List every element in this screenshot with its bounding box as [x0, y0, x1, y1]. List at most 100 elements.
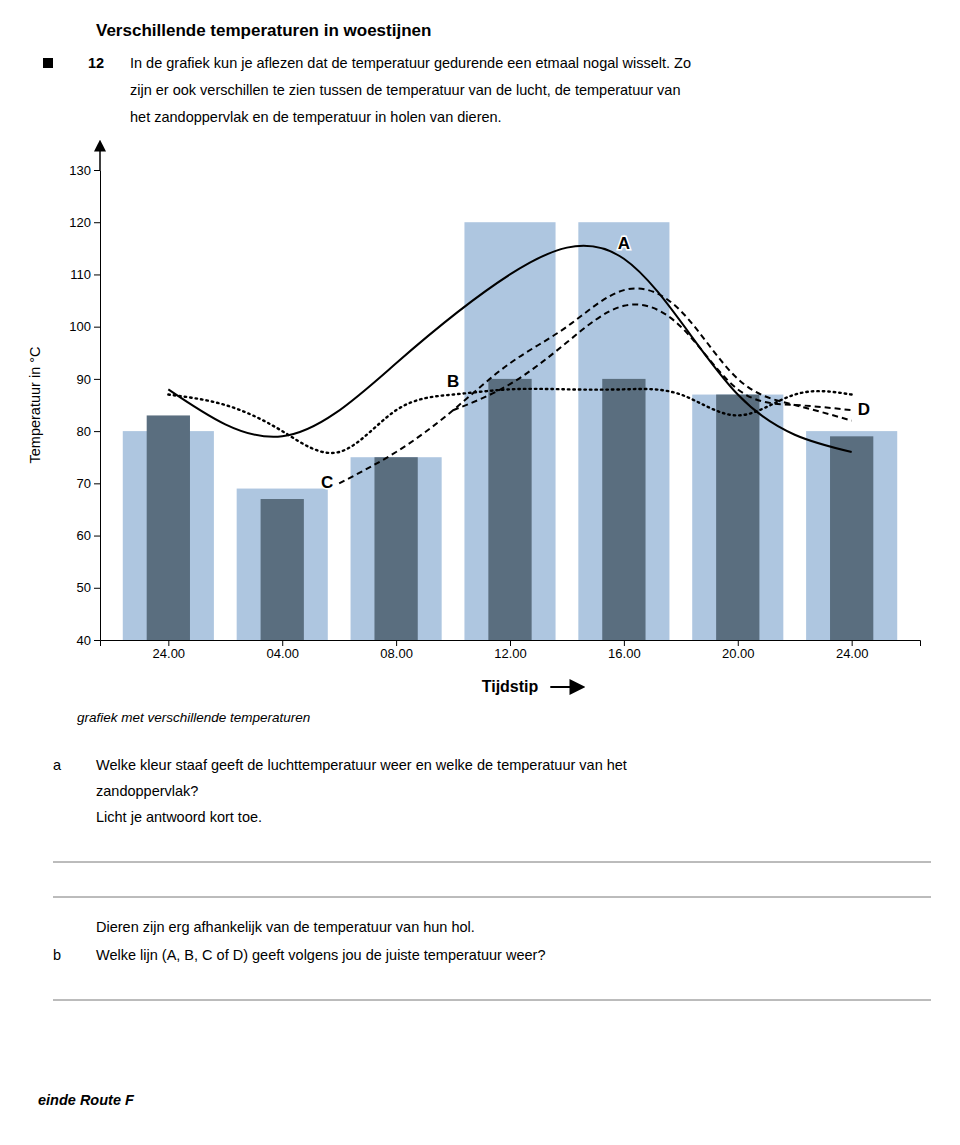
bar — [488, 379, 531, 640]
y-tick-mark — [94, 222, 100, 223]
bar — [374, 457, 417, 640]
line — [453, 304, 852, 410]
line-label: C — [321, 473, 333, 492]
y-tick-mark — [94, 483, 100, 484]
y-tick-mark — [94, 170, 100, 171]
y-tick-label: 90 — [77, 372, 91, 387]
bar — [237, 489, 328, 640]
x-tick: 16.00 — [608, 640, 641, 661]
line-label: A — [618, 234, 630, 253]
question-text: Welke kleur staaf geeft de luchttemperat… — [96, 757, 627, 773]
x-tick: 04.00 — [266, 640, 299, 661]
y-tick-label: 120 — [69, 215, 91, 230]
y-tick: 60 — [77, 528, 100, 543]
y-tick-label: 70 — [77, 476, 91, 491]
footer: einde Route F — [38, 1092, 135, 1108]
plot-area — [123, 222, 897, 640]
x-tick-label: 16.00 — [608, 646, 641, 661]
line-labels: A B C D — [321, 234, 870, 493]
bar — [578, 222, 669, 640]
y-tick-mark — [94, 536, 100, 537]
answer-line — [53, 862, 931, 863]
x-axis-arrow — [550, 686, 582, 688]
x-tick: 24.00 — [836, 640, 869, 661]
x-axis: 24.00 04.00 08.00 12.00 16.00 20.00 24.00 — [101, 640, 921, 661]
y-axis-line — [94, 171, 101, 641]
x-tick: 12.00 — [494, 640, 527, 661]
bar-series — [123, 222, 897, 640]
y-tick-label: 80 — [77, 424, 91, 439]
line-label: D — [858, 400, 870, 419]
page: Verschillende temperaturen in woestijnen… — [0, 0, 960, 1145]
y-tick-label: 100 — [69, 319, 91, 334]
question-text: Licht je antwoord kort toe. — [96, 809, 262, 825]
question-text: Dieren zijn erg afhankelijk van de tempe… — [96, 919, 475, 935]
question-label: a — [53, 757, 62, 773]
x-tick-label: 24.00 — [153, 646, 186, 661]
question-text: zandoppervlak? — [96, 783, 198, 799]
intro-text: zijn er ook verschillen te zien tussen d… — [130, 82, 681, 98]
y-tick-mark — [94, 274, 100, 275]
x-axis-title: Tijdstip — [482, 678, 539, 695]
y-tick: 90 — [77, 372, 100, 387]
bar — [147, 415, 190, 640]
y-tick-label: 130 — [69, 163, 91, 178]
y-tick: 80 — [77, 424, 100, 439]
line-label: B — [447, 372, 459, 391]
y-tick: 120 — [69, 215, 100, 230]
x-tick: 20.00 — [722, 640, 755, 661]
y-tick-label: 50 — [77, 580, 91, 595]
y-axis: 40 50 60 70 80 90 100 110 120 130 — [69, 163, 100, 648]
y-tick-label: 60 — [77, 528, 91, 543]
bar — [464, 222, 555, 640]
y-tick-label: 110 — [70, 267, 91, 282]
answer-line — [53, 1000, 931, 1001]
bar — [830, 436, 873, 640]
y-axis-title: Temperatuur in °C — [27, 346, 43, 463]
x-tick-mark — [624, 640, 625, 646]
x-tick-mark — [510, 640, 511, 646]
line — [168, 246, 851, 452]
y-tick-label: 40 — [77, 633, 91, 648]
y-tick: 110 — [70, 267, 100, 282]
bar — [261, 499, 304, 640]
bar — [602, 379, 645, 640]
line — [339, 288, 852, 483]
intro-text: In de grafiek kun je aflezen dat de temp… — [130, 55, 691, 71]
caption: grafiek met verschillende temperaturen — [77, 710, 310, 725]
y-tick: 50 — [77, 580, 100, 595]
x-tick-mark — [738, 640, 739, 646]
answer-line — [53, 897, 931, 898]
bar — [716, 395, 759, 640]
x-tick-label: 24.00 — [836, 646, 869, 661]
bar — [351, 457, 442, 640]
y-tick-mark — [94, 379, 100, 380]
question-label: b — [53, 947, 61, 963]
bullet — [43, 58, 53, 68]
y-tick: 40 — [77, 633, 100, 648]
title: Verschillende temperaturen in woestijnen — [96, 21, 431, 40]
x-tick-label: 20.00 — [722, 646, 755, 661]
y-tick-mark — [94, 588, 100, 589]
x-tick: 08.00 — [380, 640, 413, 661]
x-tick-mark — [168, 640, 169, 646]
y-tick-mark — [94, 327, 100, 328]
y-tick-mark — [94, 431, 100, 432]
bar — [806, 431, 897, 640]
line — [168, 389, 851, 453]
y-tick-mark — [94, 640, 100, 641]
x-tick: 24.00 — [153, 640, 186, 661]
y-tick: 130 — [69, 163, 100, 178]
question-text: Welke lijn (A, B, C of D) geeft volgens … — [96, 947, 545, 963]
x-tick-label: 04.00 — [266, 646, 299, 661]
x-tick-label: 12.00 — [494, 646, 527, 661]
x-axis-line — [101, 641, 921, 647]
x-tick-label: 08.00 — [380, 646, 413, 661]
exercise-number: 12 — [88, 55, 104, 71]
bar — [692, 395, 783, 640]
y-axis-arrow — [99, 142, 101, 170]
x-tick-mark — [852, 640, 853, 646]
intro-text: het zandoppervlak en de temperatuur in h… — [130, 109, 502, 125]
x-tick-mark — [282, 640, 283, 646]
y-tick: 100 — [69, 319, 100, 334]
